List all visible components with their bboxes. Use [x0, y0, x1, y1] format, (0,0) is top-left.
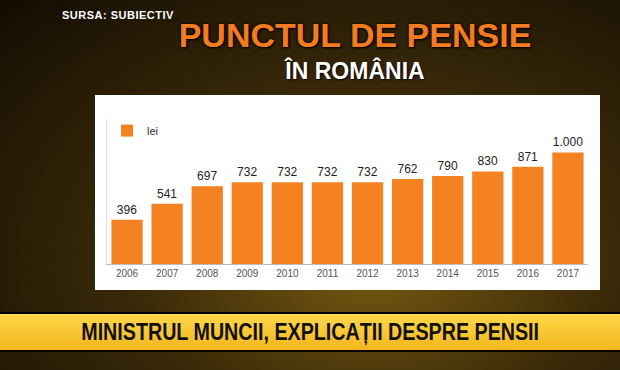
svg-text:2013: 2013: [397, 268, 420, 279]
svg-text:541: 541: [157, 187, 177, 201]
svg-text:732: 732: [237, 165, 257, 179]
svg-text:lei: lei: [147, 125, 158, 137]
svg-text:2008: 2008: [196, 268, 219, 279]
html-text:ÎN ROMÂNIA: ÎN ROMÂNIA: [285, 58, 425, 84]
svg-text:830: 830: [478, 154, 498, 168]
html-text:MINISTRUL MUNCII, EXPLICAȚII D: MINISTRUL MUNCII, EXPLICAȚII DESPRE PENS…: [81, 318, 539, 345]
svg-text:2015: 2015: [477, 268, 500, 279]
svg-text:2006: 2006: [116, 268, 139, 279]
svg-text:396: 396: [117, 203, 137, 217]
svg-text:732: 732: [277, 165, 297, 179]
html-text:SURSA: SUBIECTIV: SURSA: SUBIECTIV: [62, 9, 174, 21]
svg-text:2016: 2016: [517, 268, 540, 279]
svg-text:697: 697: [197, 169, 217, 183]
svg-text:2011: 2011: [317, 268, 339, 279]
svg-text:871: 871: [518, 150, 538, 164]
svg-text:762: 762: [397, 162, 417, 176]
svg-text:1.000: 1.000: [553, 135, 583, 149]
svg-text:2010: 2010: [276, 268, 299, 279]
html-text:PUNCTUL DE PENSIE: PUNCTUL DE PENSIE: [178, 16, 532, 54]
svg-text:2007: 2007: [156, 268, 179, 279]
svg-text:2012: 2012: [356, 268, 379, 279]
svg-text:732: 732: [357, 165, 377, 179]
svg-text:2017: 2017: [557, 268, 580, 279]
svg-text:790: 790: [438, 159, 458, 173]
svg-text:732: 732: [317, 165, 337, 179]
svg-text:2009: 2009: [236, 268, 259, 279]
svg-text:2014: 2014: [437, 268, 460, 279]
